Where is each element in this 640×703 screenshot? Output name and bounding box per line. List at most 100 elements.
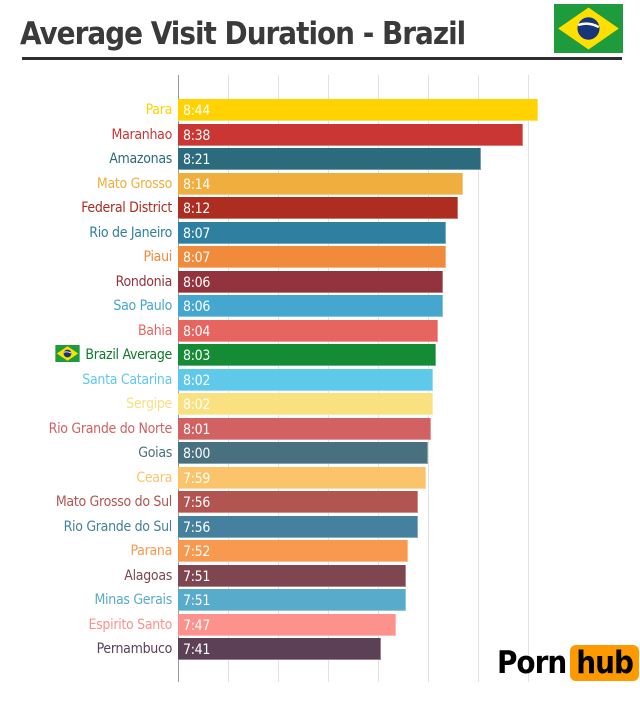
bar-value: 8:06 <box>183 274 211 291</box>
bar-label: Minas Gerais <box>94 592 172 608</box>
bar-label: Amazonas <box>109 151 172 167</box>
bar-row: Maranhao 8:38 <box>0 123 640 146</box>
bar-value: 7:51 <box>183 593 211 609</box>
bar-row: Ceara 7:59 <box>0 466 640 489</box>
bar-label: Goias <box>138 445 172 461</box>
logo-porn-text: Porn <box>497 645 567 681</box>
bar-label: Bahia <box>137 322 172 339</box>
bar-label: Rondonia <box>115 273 173 290</box>
bar-value: 8:00 <box>183 446 211 462</box>
bar: 7:47 <box>178 613 396 636</box>
bar-value: 7:51 <box>183 568 211 585</box>
bar: 8:44 <box>178 99 538 121</box>
bar-row: Sao Paulo 8:06 <box>0 295 640 317</box>
bar-value: 8:12 <box>183 201 211 217</box>
bar: 8:03 <box>178 344 436 366</box>
bar: 7:59 <box>178 466 426 489</box>
bar-value: 8:04 <box>183 323 211 340</box>
bar-value: 8:07 <box>183 250 211 266</box>
bar-row: Sergipe 8:02 <box>0 393 640 415</box>
bar-row: Espirito Santo 7:47 <box>0 613 640 636</box>
bar-label: Pernambuco <box>96 641 173 657</box>
bar-row: Rio de Janeiro 8:07 <box>0 221 640 244</box>
bar-label: Sao Paulo <box>113 298 172 314</box>
bar-value: 8:14 <box>183 176 211 193</box>
bar: 8:38 <box>178 123 523 146</box>
bar-label: Mato Grosso <box>96 175 172 192</box>
bar-label: Sergipe <box>126 396 172 412</box>
brazil-average-flag-icon <box>55 345 81 362</box>
bar: 8:07 <box>178 246 446 268</box>
bar-value: 7:52 <box>183 544 211 560</box>
bar: 8:02 <box>178 368 433 391</box>
bar-row: Federal District 8:12 <box>0 197 640 219</box>
bar-value: 8:38 <box>183 127 211 144</box>
page-title: Average Visit Duration - Brazil <box>20 16 466 52</box>
logo-hub-badge: hub <box>570 645 639 681</box>
gridline <box>528 75 529 682</box>
bar-value: 7:59 <box>183 470 211 487</box>
bar-label: Rio Grande do Sul <box>63 518 173 535</box>
bar-row: Rondonia 8:06 <box>0 270 640 293</box>
bar: 8:01 <box>178 417 431 440</box>
bar-row: Santa Catarina 8:02 <box>0 368 640 391</box>
bar: 8:21 <box>178 148 481 170</box>
bar-row: Brazil Average 8:03 <box>0 344 640 366</box>
bar: 8:07 <box>178 221 446 244</box>
bar-value: 8:02 <box>183 372 211 389</box>
bar-row: Rio Grande do Sul 7:56 <box>0 515 640 538</box>
bar: 7:41 <box>178 638 381 660</box>
bar-row: Bahia 8:04 <box>0 319 640 342</box>
bar-value: 8:01 <box>183 421 211 438</box>
bar-label: Para <box>145 102 173 118</box>
bar-label: Espirito Santo <box>88 616 173 633</box>
bar: 8:06 <box>178 295 443 317</box>
bar: 8:14 <box>178 172 463 195</box>
bar-label: Rio Grande do Norte <box>48 420 173 437</box>
bar-row: Parana 7:52 <box>0 540 640 562</box>
bar: 8:00 <box>178 442 428 464</box>
bar: 8:06 <box>178 270 443 293</box>
bar-value: 8:07 <box>183 225 211 242</box>
gridline <box>478 75 479 682</box>
bar-label: Maranhao <box>111 126 173 143</box>
bar-value: 7:47 <box>183 617 211 634</box>
bar-label: Brazil Average <box>0 344 172 366</box>
bar: 7:56 <box>178 515 418 538</box>
bar: 8:12 <box>178 197 458 219</box>
bar: 7:51 <box>178 589 406 611</box>
bar-value: 8:03 <box>183 348 211 364</box>
bar-label: Piaui <box>143 249 173 265</box>
bar: 7:52 <box>178 540 408 562</box>
bar-label: Ceara <box>136 469 172 486</box>
bar-row: Para 8:44 <box>0 99 640 121</box>
bar: 8:02 <box>178 393 433 415</box>
bar-value: 8:21 <box>183 152 211 168</box>
bar-label: Mato Grosso do Sul <box>55 494 172 510</box>
bar-row: Goias 8:00 <box>0 442 640 464</box>
bar-value: 7:41 <box>183 642 211 658</box>
bar-row: Pernambuco 7:41 <box>0 638 640 660</box>
bar-label: Rio de Janeiro <box>89 224 172 241</box>
bar-label: Parana <box>130 543 173 559</box>
bar-value: 8:02 <box>183 397 211 413</box>
bar-value: 7:56 <box>183 495 211 511</box>
bar: 8:04 <box>178 319 438 342</box>
bar-label: Alagoas <box>124 567 172 584</box>
bar-row: Piaui 8:07 <box>0 246 640 268</box>
bar-label: Federal District <box>81 200 172 216</box>
bar-row: Mato Grosso do Sul 7:56 <box>0 491 640 513</box>
bar-label: Santa Catarina <box>82 371 172 388</box>
bar-value: 8:44 <box>183 103 211 119</box>
bar: 7:51 <box>178 564 406 587</box>
chart-plot: Para 8:44 Maranhao 8:38 Amazonas 8:21 Mato Gro… <box>0 75 640 682</box>
brazil-flag-icon <box>554 4 623 53</box>
bar-row: Mato Grosso 8:14 <box>0 172 640 195</box>
bar-row: Alagoas 7:51 <box>0 564 640 587</box>
bar-row: Rio Grande do Norte 8:01 <box>0 417 640 440</box>
title-underline <box>22 57 622 60</box>
bar-value: 7:56 <box>183 519 211 536</box>
bar-row: Amazonas 8:21 <box>0 148 640 170</box>
bar: 7:56 <box>178 491 418 513</box>
